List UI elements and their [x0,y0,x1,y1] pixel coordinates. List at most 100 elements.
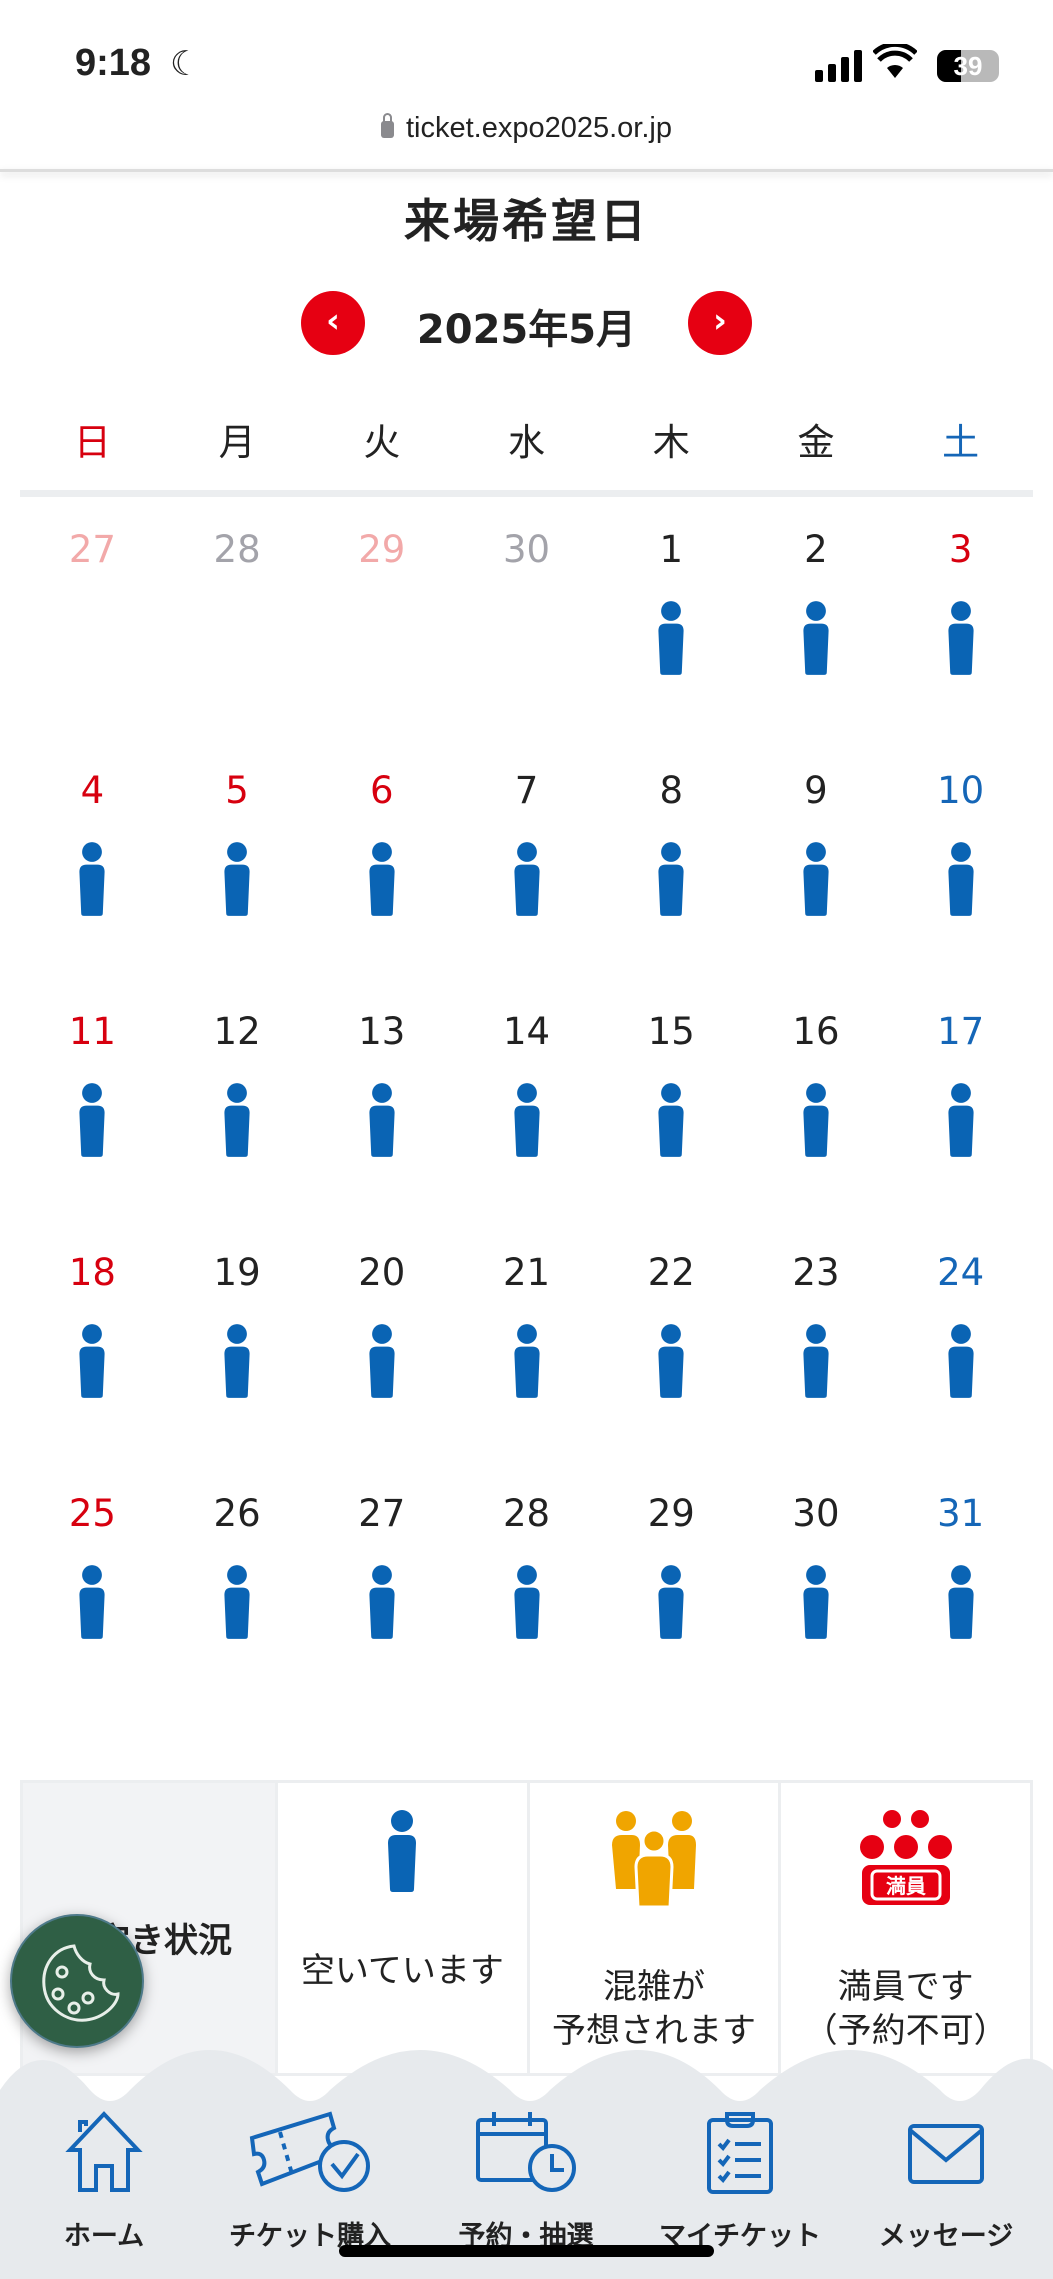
calendar-day[interactable]: 30 [744,1484,889,1725]
full-badge-text: 満員 [886,1874,926,1898]
calendar-day[interactable]: 10 [888,761,1033,1002]
nav-ticket[interactable]: チケット購入 [205,2110,415,2253]
day-number: 8 [659,769,683,812]
day-number: 11 [68,1010,116,1053]
day-number: 28 [213,528,261,571]
calendar-day[interactable]: 11 [20,1002,165,1243]
home-indicator[interactable] [339,2245,714,2257]
nav-calendar-clock[interactable]: 予約・抽選 [421,2110,631,2253]
legend-label-line2: 予想されます [552,2011,756,2051]
calendar-day[interactable]: 2 [744,520,889,761]
person-available-icon [388,1810,417,1892]
calendar-day[interactable]: 31 [888,1484,1033,1725]
day-number: 19 [213,1251,261,1294]
calendar-day[interactable]: 3 [888,520,1033,761]
calendar-day[interactable]: 29 [599,1484,744,1725]
day-number: 29 [647,1492,695,1535]
weekday-label: 土 [942,421,980,464]
person-available-icon [513,1565,540,1639]
person-available-icon [658,1324,684,1398]
day-number: 26 [213,1492,261,1535]
calendar-day[interactable]: 1 [599,520,744,761]
calendar-day[interactable]: 20 [309,1243,454,1484]
lock-icon [380,113,394,138]
calendar-day[interactable]: 15 [599,1002,744,1243]
legend-label-line1: 混雑が [603,1967,705,2007]
person-available-icon [79,1083,105,1157]
availability-legend: 空き状況 空いています 混雑が 予想されます 満員 満員です （予約不可） [20,1780,1033,2076]
person-available-icon [948,601,974,675]
legend-full: 満員 満員です （予約不可） [778,1783,1031,2073]
calendar-day[interactable]: 25 [20,1484,165,1725]
day-number: 9 [804,769,828,812]
day-number: 21 [502,1251,551,1294]
day-number: 23 [792,1251,840,1294]
day-number: 10 [937,769,985,812]
calendar-day[interactable]: 8 [599,761,744,1002]
battery-level: 39 [953,51,983,81]
calendar-day[interactable]: 28 [454,1484,599,1725]
person-available-icon [79,1565,105,1639]
day-number: 1 [659,528,683,571]
day-number: 18 [68,1251,116,1294]
legend-label: 空いています [300,1951,504,1991]
person-available-icon [224,1083,250,1157]
cellular-signal-icon [815,50,862,82]
nav-home[interactable]: ホーム [0,2110,209,2253]
calendar-day[interactable]: 16 [744,1002,889,1243]
calendar-week: 11 12 13 14 15 16 17 [20,1002,1033,1243]
calendar-day[interactable]: 24 [888,1243,1033,1484]
calendar-day[interactable]: 17 [888,1002,1033,1243]
person-available-icon [224,842,250,916]
person-available-icon [224,1324,250,1398]
legend-crowded: 混雑が 予想されます [526,1783,779,2073]
wifi-icon [872,41,918,89]
nav-label: ホーム [63,2221,145,2252]
person-available-icon [369,1324,395,1398]
calendar-day[interactable]: 7 [454,761,599,1002]
nav-envelope[interactable]: メッセージ [841,2110,1051,2253]
chevron-right-icon: › [712,301,727,341]
calendar-day[interactable]: 12 [165,1002,310,1243]
day-number: 3 [948,528,973,571]
toolbar-divider [0,169,1053,172]
cookie-settings-button[interactable] [10,1914,144,2048]
day-number: 30 [792,1492,840,1535]
calendar-day: 30 [454,520,599,761]
calendar-day[interactable]: 4 [20,761,165,1002]
calendar-week: 27 28 29 30 1 2 3 [20,520,1033,761]
envelope-icon [841,2110,1051,2194]
person-available-icon [948,1083,974,1157]
person-available-icon [948,1565,974,1639]
clipboard-checklist-icon [635,2110,845,2194]
day-number: 5 [225,769,249,812]
next-month-button[interactable]: › [688,291,752,355]
cookie-icon [42,1944,120,2022]
day-number: 29 [358,528,406,571]
calendar-day[interactable]: 14 [454,1002,599,1243]
calendar-day[interactable]: 21 [454,1243,599,1484]
calendar-day[interactable]: 23 [744,1243,889,1484]
calendar-day[interactable]: 5 [165,761,310,1002]
day-number: 13 [358,1010,406,1053]
legend-available: 空いています [275,1783,527,2073]
home-icon [0,2110,209,2194]
nav-clipboard-checklist[interactable]: マイチケット [635,2110,845,2253]
calendar-day[interactable]: 18 [20,1243,165,1484]
calendar-day[interactable]: 27 [309,1484,454,1725]
calendar-day[interactable]: 22 [599,1243,744,1484]
status-bar: 9:18 ☾ 39 [0,0,1053,110]
full-capacity-icon: 満員 [859,1810,952,1905]
person-available-icon [513,842,540,916]
address-bar[interactable]: ticket.expo2025.or.jp [0,112,1053,145]
calendar-week: 25 26 27 28 29 30 31 [20,1484,1033,1725]
prev-month-button[interactable]: ‹ [301,291,365,355]
calendar-day[interactable]: 19 [165,1243,310,1484]
calendar-day[interactable]: 6 [309,761,454,1002]
calendar-day[interactable]: 26 [165,1484,310,1725]
person-available-icon [658,842,684,916]
weekday-label: 金 [797,421,835,464]
calendar-day[interactable]: 13 [309,1002,454,1243]
day-number: 7 [514,769,539,812]
calendar-day[interactable]: 9 [744,761,889,1002]
